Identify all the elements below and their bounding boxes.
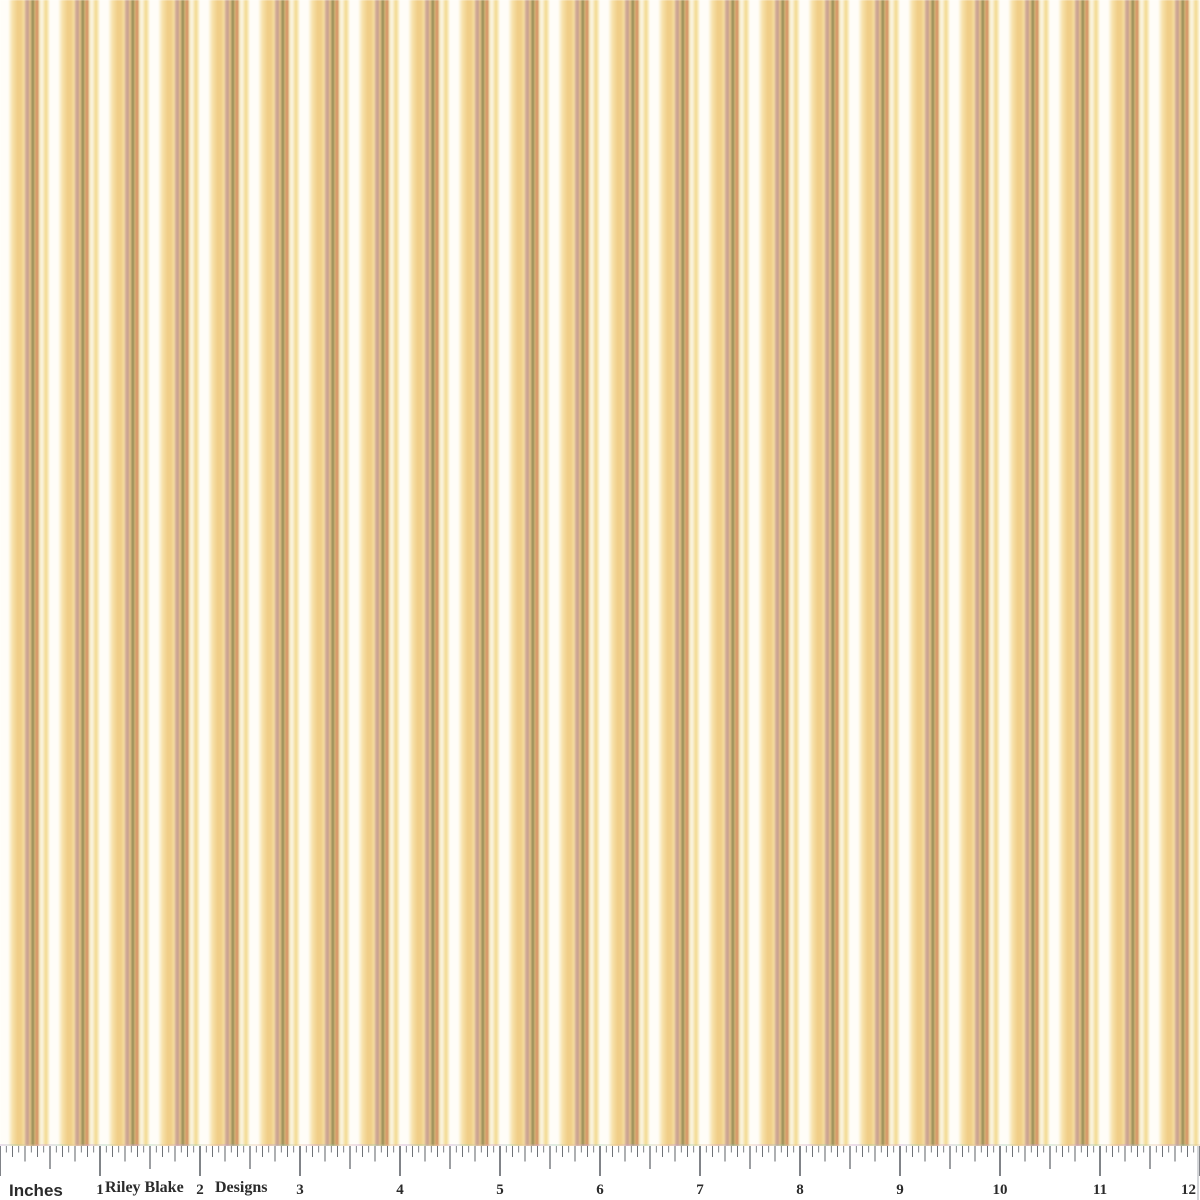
svg-text:9: 9 xyxy=(896,1182,904,1198)
svg-text:1: 1 xyxy=(96,1182,104,1198)
svg-text:12: 12 xyxy=(1181,1182,1196,1198)
svg-text:Designs: Designs xyxy=(215,1179,267,1196)
svg-text:10: 10 xyxy=(993,1182,1008,1198)
svg-text:8: 8 xyxy=(796,1182,804,1198)
svg-text:6: 6 xyxy=(596,1182,604,1198)
svg-text:Inches: Inches xyxy=(9,1181,63,1200)
svg-text:Riley Blake: Riley Blake xyxy=(105,1179,184,1196)
svg-text:11: 11 xyxy=(1093,1182,1107,1198)
svg-text:4: 4 xyxy=(396,1182,404,1198)
svg-text:2: 2 xyxy=(196,1182,204,1198)
svg-text:5: 5 xyxy=(496,1182,504,1198)
svg-text:3: 3 xyxy=(296,1182,304,1198)
svg-text:7: 7 xyxy=(696,1182,704,1198)
